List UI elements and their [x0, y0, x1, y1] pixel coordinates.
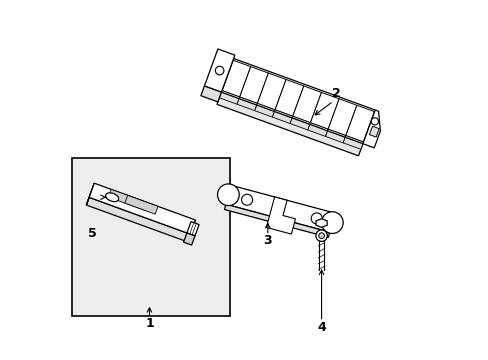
Text: 1: 1: [145, 317, 154, 330]
Polygon shape: [201, 86, 221, 102]
Polygon shape: [275, 80, 303, 116]
Polygon shape: [89, 183, 195, 234]
Polygon shape: [237, 97, 257, 111]
Polygon shape: [254, 103, 275, 117]
Polygon shape: [257, 73, 285, 110]
Polygon shape: [124, 195, 158, 214]
Polygon shape: [219, 90, 239, 104]
Polygon shape: [266, 197, 295, 234]
Circle shape: [217, 184, 239, 206]
Polygon shape: [86, 183, 94, 205]
Polygon shape: [292, 86, 321, 123]
Polygon shape: [204, 49, 234, 92]
Polygon shape: [224, 204, 329, 237]
Polygon shape: [217, 92, 362, 156]
Circle shape: [370, 118, 378, 125]
Polygon shape: [310, 93, 339, 129]
Polygon shape: [327, 99, 356, 136]
Text: 2: 2: [331, 87, 340, 100]
Polygon shape: [222, 60, 250, 97]
Circle shape: [215, 66, 224, 75]
Circle shape: [318, 233, 324, 239]
Polygon shape: [225, 185, 334, 232]
Ellipse shape: [105, 193, 119, 202]
Circle shape: [241, 194, 252, 205]
Polygon shape: [289, 116, 310, 130]
Polygon shape: [183, 233, 195, 245]
Polygon shape: [345, 105, 374, 142]
Polygon shape: [343, 136, 363, 149]
Polygon shape: [325, 129, 345, 143]
Polygon shape: [272, 110, 292, 123]
Polygon shape: [108, 189, 148, 211]
Text: 5: 5: [87, 227, 96, 240]
Polygon shape: [368, 126, 379, 137]
Circle shape: [310, 213, 322, 224]
Bar: [72, 158, 230, 316]
Polygon shape: [239, 67, 268, 103]
Polygon shape: [187, 220, 195, 242]
Polygon shape: [362, 110, 380, 148]
Polygon shape: [186, 222, 199, 236]
Circle shape: [315, 230, 326, 242]
Circle shape: [321, 212, 343, 233]
Polygon shape: [307, 123, 327, 136]
Text: 4: 4: [317, 320, 325, 333]
Polygon shape: [315, 219, 326, 227]
Text: 3: 3: [263, 234, 271, 247]
Polygon shape: [86, 197, 190, 242]
